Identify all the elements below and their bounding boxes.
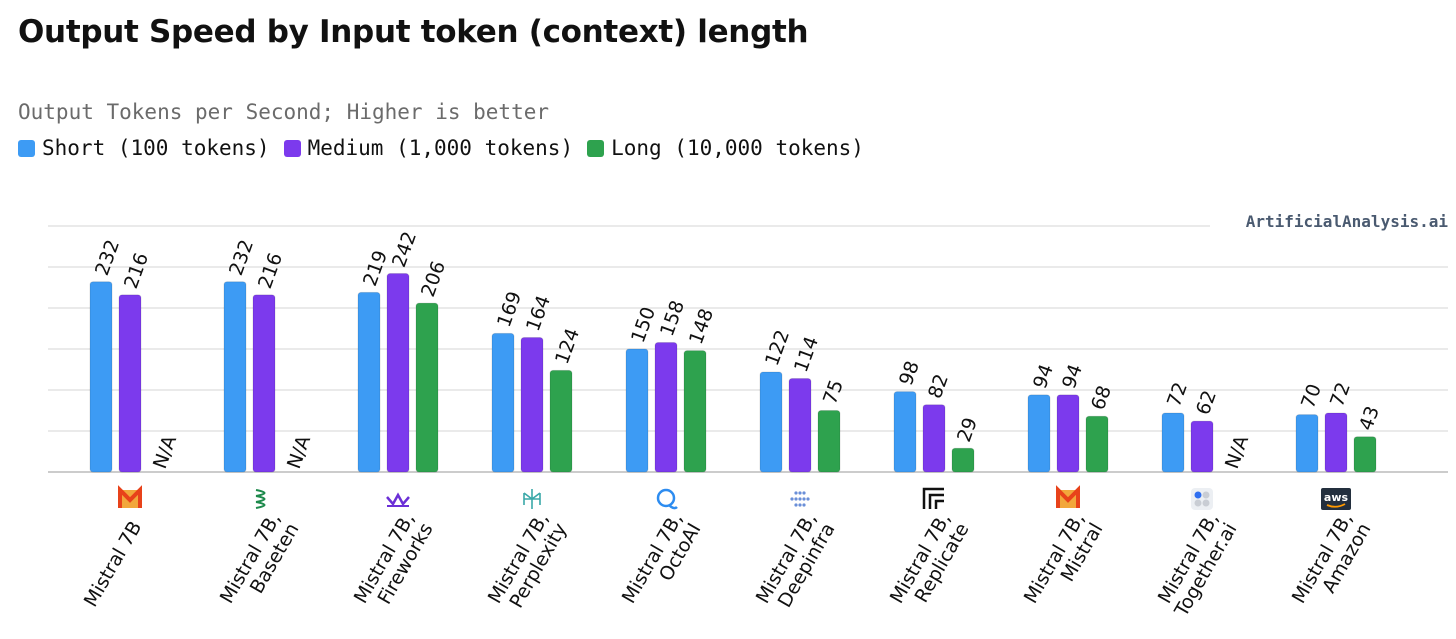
bar-value-label: 124	[551, 325, 584, 367]
legend: Short (100 tokens) Medium (1,000 tokens)…	[18, 136, 878, 160]
bar-value-label: 206	[417, 258, 450, 300]
bar-long	[549, 369, 573, 473]
bar-short	[893, 391, 917, 473]
bar-short	[89, 281, 113, 473]
bar-long	[1353, 436, 1377, 473]
legend-label-short: Short (100 tokens)	[42, 136, 270, 160]
octoai-icon	[656, 488, 678, 510]
together-icon	[1191, 488, 1213, 510]
legend-swatch-medium	[283, 139, 301, 157]
category-label: Mistral 7B,Together.ai	[1152, 509, 1242, 621]
category-label: Mistral 7B,OctoAI	[618, 509, 706, 618]
legend-swatch-short	[18, 139, 35, 157]
bar-value-label: 94	[1058, 361, 1087, 391]
bar-short	[1161, 412, 1185, 473]
bar-long	[1085, 415, 1109, 473]
legend-item-long[interactable]: Long (10,000 tokens)	[587, 136, 864, 160]
legend-item-short[interactable]: Short (100 tokens)	[18, 136, 270, 160]
category-label: Mistral 7B,Mistral	[1020, 509, 1108, 618]
bar-value-label: 242	[388, 229, 421, 271]
bar-value-label: 72	[1326, 379, 1355, 409]
aws-icon: aws	[1321, 488, 1351, 510]
bar-value-label: 94	[1029, 361, 1058, 391]
bar-long	[951, 447, 975, 473]
bar-medium	[922, 404, 946, 473]
bar-medium	[788, 378, 812, 473]
chart-subtitle: Output Tokens per Second; Higher is bett…	[18, 100, 550, 124]
bar-value-label: 98	[895, 358, 924, 388]
bar-short	[625, 348, 649, 473]
bar-value-label: 29	[953, 415, 982, 445]
bar-short	[357, 291, 381, 473]
bar-medium	[1324, 412, 1348, 473]
bar-value-label: 122	[761, 327, 794, 369]
category-label: Mistral 7B,Fireworks	[350, 509, 438, 618]
category-label: Mistral 7B,Baseten	[216, 509, 304, 618]
bar-medium	[1056, 394, 1080, 473]
bar-value-label: 75	[819, 377, 848, 407]
bar-value-label: N/A	[283, 433, 315, 472]
bar-value-label: 70	[1297, 381, 1326, 411]
source-watermark: ArtificialAnalysis.ai	[1245, 212, 1448, 231]
bar-value-label: 216	[254, 250, 287, 292]
category-label: Mistral 7B,Replicate	[886, 509, 974, 618]
legend-swatch-long	[587, 139, 605, 157]
bar-short	[1295, 414, 1319, 473]
mistral-icon	[1056, 485, 1080, 508]
bar-short	[759, 371, 783, 473]
bar-value-label: 150	[627, 304, 660, 346]
bar-value-label: 68	[1087, 383, 1116, 413]
deepinfra-icon	[790, 491, 810, 507]
category-label: Mistral 7B,Amazon	[1288, 509, 1376, 618]
bar-long	[683, 350, 707, 473]
bar-value-label: 169	[493, 289, 526, 331]
bar-value-label: 82	[924, 371, 953, 401]
bar-value-label: 114	[790, 334, 823, 376]
bar-medium	[118, 294, 142, 473]
bar-value-label: N/A	[149, 433, 181, 472]
perplexity-icon	[523, 489, 541, 509]
category-label: Mistral 7B	[80, 518, 147, 611]
chart-title: Output Speed by Input token (context) le…	[18, 14, 809, 50]
bar-value-label: 43	[1355, 403, 1384, 433]
bar-value-label: 164	[522, 293, 555, 335]
bar-long	[415, 302, 439, 473]
bar-value-label: 72	[1163, 379, 1192, 409]
bar-medium	[386, 273, 410, 473]
svg-text:aws: aws	[1324, 491, 1349, 504]
bar-short	[1027, 394, 1051, 473]
bar-value-label: 148	[685, 306, 718, 348]
bar-medium	[654, 341, 678, 473]
mistral-icon	[118, 485, 142, 508]
bar-medium	[252, 294, 276, 473]
bar-medium	[1190, 420, 1214, 473]
bar-short	[491, 332, 515, 473]
bar-long	[817, 410, 841, 473]
bar-value-label: 232	[91, 237, 124, 279]
bar-value-label: N/A	[1221, 433, 1253, 472]
category-label: Mistral 7B,Deepinfra	[752, 509, 840, 618]
category-label: Mistral 7B,Perplexity	[484, 509, 572, 618]
baseten-icon	[255, 489, 266, 509]
replicate-icon	[922, 487, 944, 509]
bar-value-label: 62	[1192, 388, 1221, 418]
bar-short	[223, 281, 247, 473]
bar-medium	[520, 337, 544, 473]
legend-item-medium[interactable]: Medium (1,000 tokens)	[283, 136, 574, 160]
legend-label-medium: Medium (1,000 tokens)	[307, 136, 574, 160]
bar-value-label: 216	[120, 250, 153, 292]
fireworks-icon	[386, 492, 410, 507]
bar-value-label: 158	[656, 298, 689, 340]
bar-value-label: 232	[225, 237, 258, 279]
legend-label-long: Long (10,000 tokens)	[611, 136, 864, 160]
